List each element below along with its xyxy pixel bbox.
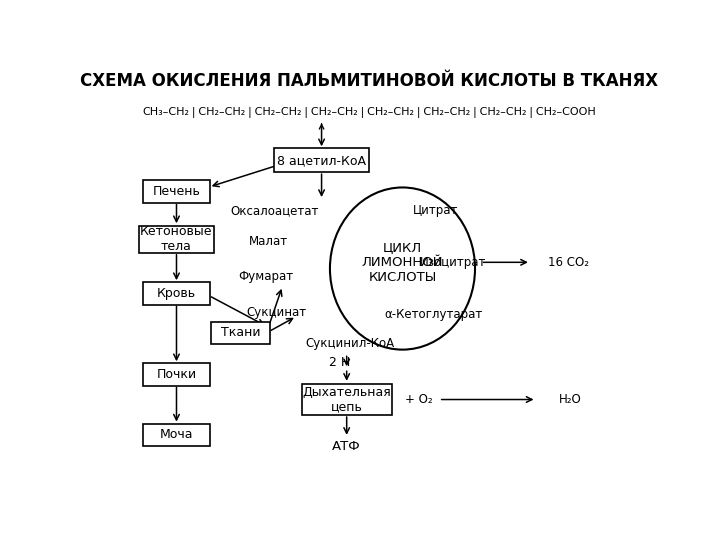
Text: Оксалоацетат: Оксалоацетат: [230, 204, 318, 217]
FancyBboxPatch shape: [138, 226, 215, 253]
Text: СХЕМА ОКИСЛЕНИЯ ПАЛЬМИТИНОВОЙ КИСЛОТЫ В ТКАНЯХ: СХЕМА ОКИСЛЕНИЯ ПАЛЬМИТИНОВОЙ КИСЛОТЫ В …: [80, 72, 658, 90]
FancyBboxPatch shape: [143, 180, 210, 203]
Text: Фумарат: Фумарат: [238, 271, 293, 284]
Text: АТФ: АТФ: [333, 440, 361, 453]
Text: Кетоновые
тела: Кетоновые тела: [140, 225, 212, 253]
Text: CH₃–CH₂❘CH₂–CH₂❘CH₂–CH₂❘CH₂–CH₂❘CH₂–CH₂❘CH₂–CH₂❘CH₂–CH₂❘CH₂–COOH: CH₃–CH₂❘CH₂–CH₂❘CH₂–CH₂❘CH₂–CH₂❘CH₂–CH₂❘…: [142, 107, 596, 118]
FancyBboxPatch shape: [302, 384, 392, 415]
Text: Сукцинат: Сукцинат: [247, 306, 307, 319]
Text: H₂O: H₂O: [559, 393, 582, 406]
Text: Дыхательная
цепь: Дыхательная цепь: [302, 386, 391, 414]
Text: Ткани: Ткани: [221, 327, 261, 340]
Text: α-Кетоглутарат: α-Кетоглутарат: [384, 308, 482, 321]
FancyBboxPatch shape: [143, 424, 210, 446]
Text: Цитрат: Цитрат: [413, 204, 459, 217]
Text: Малат: Малат: [249, 235, 288, 248]
FancyBboxPatch shape: [143, 363, 210, 386]
Text: 8 ацетил-КоА: 8 ацетил-КоА: [277, 154, 366, 167]
Text: Моча: Моча: [160, 428, 193, 441]
FancyBboxPatch shape: [274, 148, 369, 172]
Text: ЦИКЛ
ЛИМОННОЙ
КИСЛОТЫ: ЦИКЛ ЛИМОННОЙ КИСЛОТЫ: [361, 241, 444, 284]
Text: Сукцинил-КоА: Сукцинил-КоА: [305, 337, 394, 350]
Text: Почки: Почки: [156, 368, 197, 381]
Text: + O₂: + O₂: [405, 393, 433, 406]
Text: Изоцитрат: Изоцитрат: [420, 256, 486, 269]
FancyBboxPatch shape: [143, 282, 210, 305]
Text: 2 H: 2 H: [329, 356, 351, 369]
Text: 16 CO₂: 16 CO₂: [547, 256, 588, 269]
Text: Печень: Печень: [153, 185, 200, 198]
Text: Кровь: Кровь: [157, 287, 196, 300]
FancyBboxPatch shape: [211, 322, 270, 344]
